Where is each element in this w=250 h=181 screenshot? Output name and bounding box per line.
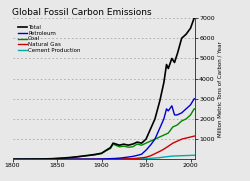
Petroleum xyxy=(16,158,18,160)
Natural Gas xyxy=(82,158,85,160)
Total xyxy=(82,155,85,157)
Cement Production xyxy=(167,155,170,157)
Legend: Total, Petroleum, Coal, Natural Gas, Cement Production: Total, Petroleum, Coal, Natural Gas, Cem… xyxy=(17,24,82,54)
Natural Gas xyxy=(86,158,89,160)
Total xyxy=(193,17,196,19)
Coal xyxy=(193,108,196,110)
Petroleum xyxy=(192,98,196,100)
Coal xyxy=(45,158,48,160)
Coal xyxy=(86,155,89,157)
Natural Gas xyxy=(167,145,170,147)
Cement Production xyxy=(11,158,14,160)
Cement Production xyxy=(45,158,48,160)
Line: Coal: Coal xyxy=(12,109,194,159)
Petroleum xyxy=(86,158,89,160)
Total xyxy=(86,154,89,157)
Petroleum xyxy=(11,158,14,160)
Cement Production xyxy=(86,158,89,160)
Coal xyxy=(168,131,171,133)
Natural Gas xyxy=(16,158,18,160)
Petroleum xyxy=(168,109,171,111)
Cement Production xyxy=(168,155,171,157)
Natural Gas xyxy=(45,158,48,160)
Coal xyxy=(16,158,18,160)
Coal xyxy=(167,131,170,134)
Coal xyxy=(192,108,196,110)
Line: Cement Production: Cement Production xyxy=(12,155,194,159)
Line: Total: Total xyxy=(12,18,194,159)
Total xyxy=(167,66,170,68)
Total xyxy=(192,17,196,19)
Total xyxy=(168,65,171,67)
Petroleum xyxy=(193,98,196,100)
Line: Petroleum: Petroleum xyxy=(12,99,194,159)
Cement Production xyxy=(82,158,85,160)
Total xyxy=(11,158,14,160)
Coal xyxy=(11,158,14,160)
Cement Production xyxy=(193,154,196,156)
Total xyxy=(45,158,48,160)
Cement Production xyxy=(16,158,18,160)
Natural Gas xyxy=(168,144,171,147)
Total xyxy=(16,158,18,160)
Natural Gas xyxy=(193,135,196,137)
Cement Production xyxy=(192,154,196,156)
Line: Natural Gas: Natural Gas xyxy=(12,136,194,159)
Petroleum xyxy=(167,109,170,111)
Text: Global Fossil Carbon Emissions: Global Fossil Carbon Emissions xyxy=(12,8,152,17)
Natural Gas xyxy=(11,158,14,160)
Petroleum xyxy=(45,158,48,160)
Natural Gas xyxy=(192,135,196,137)
Y-axis label: Million Metric Tons of Carbon / Year: Million Metric Tons of Carbon / Year xyxy=(218,41,222,137)
Petroleum xyxy=(82,158,85,160)
Coal xyxy=(82,155,85,157)
